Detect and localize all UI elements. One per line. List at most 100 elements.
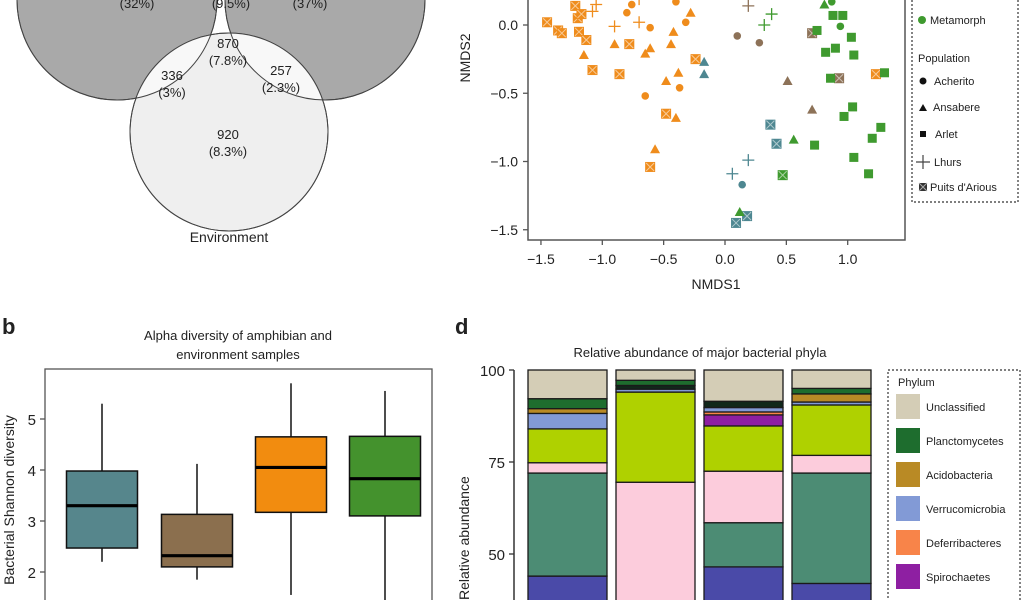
phyla-segment-unclass [615,369,696,381]
alpha-y-axis: 5 4 3 2 [28,412,45,582]
nmds-point-triangle [699,56,710,66]
phyla-segment-pink [703,470,784,524]
nmds-point-triangle [673,67,684,77]
legend-lhurs-label: Lhurs [934,157,962,169]
nmds-point-xsquare [771,138,782,149]
phyla-legend-swatch [896,564,920,589]
nmds-y-axis: 0.0 −0.5 −1.0 −1.5 [490,17,528,238]
phyla-legend-label: Deferribacteres [926,538,1002,550]
phyla-legend-title: Phylum [898,377,935,389]
nmds-point-square [849,50,859,60]
venn-env-only-pct: (8.3%) [209,144,247,159]
phyla-segment-plancto [791,387,872,395]
nmds-x-tick-label: 0.0 [715,251,735,267]
nmds-point-xsquare [690,54,701,65]
nmds-point-triangle [685,7,696,17]
nmds-point-circle [623,8,631,17]
nmds-point-square [864,169,874,179]
venn-right-env-pct: (2.3%) [262,80,300,95]
nmds-y-tick-label: −1.0 [490,154,518,170]
panel-label-b: b [2,314,15,339]
phyla-segment-plancto [527,398,608,410]
nmds-point-xsquare [834,73,845,84]
alpha-boxes [65,383,422,600]
venn-region-right-env [225,33,328,100]
phyla-y-tick-label: 50 [488,547,505,564]
nmds-point-xsquare [570,0,581,11]
nmds-point-triangle [819,0,830,9]
phyla-segment-dark [703,400,784,409]
legend-puits-darious-label: Puits d'Arious [930,182,997,194]
nmds-point-triangle [645,43,656,53]
alpha-box [254,383,328,595]
alpha-title-line1: Alpha diversity of amphibian and [144,328,332,343]
phyla-segment-verruco [703,406,784,413]
phyla-stacked-bar: d Relative abundance of major bacterial … [455,314,1021,600]
nmds-scatter: −1.5 −1.0 −0.5 0.0 0.5 1.0 0.0 −0.5 −1.0 −1.5 NM… [457,0,1019,292]
nmds-points [542,0,890,228]
nmds-point-plus [590,0,603,11]
nmds-point-triangle [609,39,620,49]
alpha-diversity-boxplot: b Alpha diversity of amphibian and envir… [1,314,433,600]
legend-population-title: Population [918,53,970,65]
nmds-point-circle [641,92,650,100]
nmds-point-circle [755,38,764,47]
nmds-point-square [830,43,840,53]
nmds-point-triangle [788,134,799,144]
legend-acherito-label: Acherito [934,76,974,88]
nmds-point-triangle [699,69,710,79]
phyla-segment-unclass [791,369,872,390]
nmds-y-tick-label: −1.5 [490,222,518,238]
nmds-point-triangle [782,75,793,85]
phyla-legend: Phylum Unclassified Planctomycetes Acidoba… [887,369,1021,600]
nmds-y-tick-label: −0.5 [490,85,518,101]
alpha-box-iqr [348,435,422,517]
nmds-point-circle [675,83,684,92]
legend-ansabere-label: Ansabere [933,102,980,114]
nmds-y-tick-label: 0.0 [499,17,519,33]
nmds-point-circle [827,0,836,6]
phyla-bar [703,369,784,600]
nmds-point-square [848,102,858,112]
nmds-point-xsquare [661,108,672,119]
phyla-segment-unclass [527,369,608,400]
phyla-bar [527,369,608,600]
venn-right-pct: (37%) [293,0,328,11]
nmds-point-plus [586,5,599,18]
nmds-legend: Metamorph Population Acherito Ansabere A… [911,0,1019,203]
phyla-segment-lime [615,391,696,483]
phyla-segment-lime [527,428,608,464]
alpha-y-tick-label: 2 [28,565,36,582]
nmds-point-square [839,111,849,121]
nmds-point-circle [646,23,654,32]
nmds-point-xsquare [870,69,881,80]
alpha-box [65,403,139,562]
nmds-x-tick-label: −1.5 [527,251,555,267]
phyla-legend-swatch [896,462,920,487]
phyla-segment-pink [791,454,872,474]
nmds-point-xsquare [556,28,567,39]
phyla-legend-swatch [896,394,920,419]
alpha-y-tick-label: 3 [28,514,36,531]
phyla-segment-acido [527,407,608,415]
nmds-point-square [821,47,831,57]
nmds-point-xsquare [581,35,592,46]
nmds-point-circle [738,180,746,189]
legend-triangle-icon [919,104,927,111]
nmds-point-square [876,122,886,132]
phyla-segment-teal [791,472,872,585]
nmds-point-circle [733,32,742,40]
nmds-point-square [810,140,820,150]
venn-left-pct: (32%) [120,0,155,11]
phyla-segment-plancto [615,379,696,387]
nmds-x-tick-label: 0.5 [777,251,797,267]
phyla-y-axis: 100 75 50 [480,363,514,564]
nmds-point-triangle [640,48,651,58]
legend-metamorph-label: Metamorph [930,15,986,27]
alpha-title-line2: environment samples [176,347,300,362]
phyla-segment-pink [527,462,608,474]
nmds-point-xsquare [731,217,742,228]
nmds-point-plus [758,19,771,31]
nmds-point-circle [627,0,636,9]
